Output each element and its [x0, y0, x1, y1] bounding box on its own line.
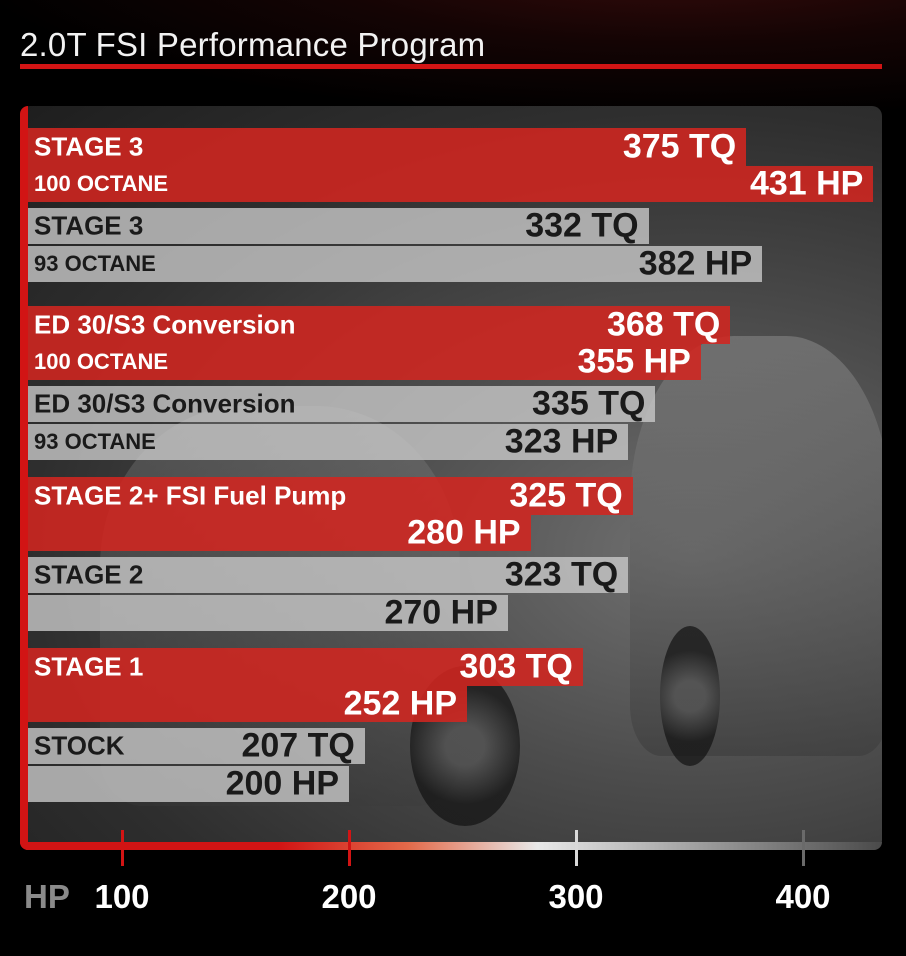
- axis-tick: [121, 830, 124, 866]
- bar-value-label: 325 TQ: [509, 476, 623, 515]
- bar-value-label: 323 HP: [504, 422, 619, 461]
- bar-3: STAGE 3 332 TQ: [28, 206, 649, 245]
- bar-value-label: 303 TQ: [459, 647, 573, 686]
- bar-5: ED 30/S3 Conversion 368 TQ: [28, 305, 731, 344]
- bar-label: STAGE 3: [34, 210, 144, 241]
- axis-tick-label: 400: [775, 878, 831, 915]
- bar-7: ED 30/S3 Conversion 335 TQ: [28, 384, 656, 423]
- bar-value-label: 382 HP: [638, 244, 753, 283]
- bar-value-label: 332 TQ: [525, 206, 639, 245]
- axis-tick-label: 100: [94, 878, 150, 915]
- bar-label: STOCK: [34, 730, 125, 761]
- bar-value-label: 207 TQ: [241, 726, 355, 765]
- bar-value-label: 368 TQ: [606, 305, 721, 344]
- chart-left-rail: [20, 106, 28, 850]
- bar-14: 252 HP: [28, 684, 468, 723]
- bar-1: STAGE 3 375 TQ: [28, 127, 747, 166]
- bar-label: ED 30/S3 Conversion: [34, 388, 296, 419]
- bar-label: 100 OCTANE: [34, 171, 169, 196]
- bar-6: 100 OCTANE 355 HP: [28, 342, 701, 381]
- axis-tick: [575, 830, 578, 866]
- header-background: [0, 0, 906, 110]
- axis-tick: [802, 830, 805, 866]
- bar-4: 93 OCTANE 382 HP: [28, 244, 763, 283]
- bar-label: 93 OCTANE: [34, 429, 156, 454]
- bar-value-label: 280 HP: [407, 513, 521, 552]
- bar-value-label: 335 TQ: [532, 384, 646, 423]
- bar-16: 200 HP: [28, 764, 349, 803]
- bar-15: STOCK 207 TQ: [28, 726, 365, 765]
- bar-label: ED 30/S3 Conversion: [34, 309, 296, 340]
- bar-value-label: 270 HP: [384, 593, 498, 632]
- title-underline: [20, 64, 882, 69]
- bar-8: 93 OCTANE 323 HP: [28, 422, 629, 461]
- bar-label: 93 OCTANE: [34, 251, 156, 276]
- bar-value-label: 323 TQ: [504, 555, 619, 594]
- bar-label: 100 OCTANE: [34, 349, 169, 374]
- bar-9: STAGE 2+ FSI Fuel Pump 325 TQ: [28, 477, 633, 515]
- bar-label: STAGE 3: [34, 131, 144, 162]
- axis-tick: [348, 830, 351, 866]
- bar-2: 100 OCTANE 431 HP: [28, 164, 874, 203]
- axis-tick-label: 200: [321, 878, 377, 915]
- bar-label: STAGE 1: [34, 651, 144, 682]
- chart-axis-line: [20, 842, 882, 850]
- background-wheel-2: [660, 626, 720, 766]
- bar-value-label: 431 HP: [749, 164, 864, 203]
- bar-value-label: 252 HP: [343, 684, 458, 723]
- bar-12: 270 HP: [28, 593, 508, 632]
- bar-value-label: 375 TQ: [622, 127, 737, 166]
- bar-13: STAGE 1 303 TQ: [28, 648, 583, 686]
- bar-11: STAGE 2 323 TQ: [28, 555, 629, 594]
- axis-unit-label: HP: [24, 878, 70, 915]
- page-title: 2.0T FSI Performance Program: [20, 26, 486, 63]
- bar-label: STAGE 2+ FSI Fuel Pump: [34, 480, 347, 511]
- bar-10: 280 HP: [28, 513, 531, 552]
- axis-tick-label: 300: [548, 878, 604, 915]
- bar-value-label: 200 HP: [225, 764, 339, 803]
- bar-label: STAGE 2: [34, 559, 144, 590]
- bar-value-label: 355 HP: [577, 342, 691, 381]
